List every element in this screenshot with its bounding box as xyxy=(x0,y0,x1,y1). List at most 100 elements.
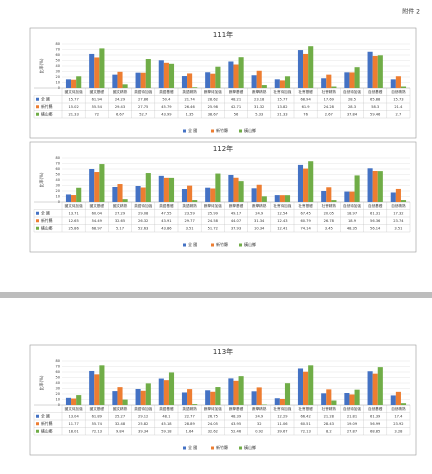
bar xyxy=(297,50,304,88)
table-cell: 65.88 xyxy=(370,97,381,101)
table-cell: 13.04 xyxy=(68,414,79,418)
table-cell: 52.46 xyxy=(231,429,242,433)
table-row-label: 新竹縣 xyxy=(41,104,53,109)
table-cell: 26.32 xyxy=(138,219,148,223)
bar xyxy=(238,376,244,405)
legend-swatch xyxy=(211,243,214,247)
x-tick-label: 自然精熟 xyxy=(391,406,406,411)
y-tick-label: 50 xyxy=(56,173,60,177)
bar xyxy=(256,184,262,202)
table-cell: 61.89 xyxy=(92,414,103,418)
table-cell: 15.77 xyxy=(277,97,287,101)
table-cell: 27.29 xyxy=(115,211,126,215)
bar xyxy=(344,191,350,202)
y-tick-label: 20 xyxy=(56,189,60,193)
table-swatch xyxy=(36,211,39,215)
table-cell: 21.74 xyxy=(184,97,195,101)
table-cell: 18.9 xyxy=(348,219,357,223)
table-cell: 60.51 xyxy=(300,422,310,426)
table-cell: 56 xyxy=(234,112,239,116)
table-cell: 29.43 xyxy=(115,105,125,109)
table-cell: 48.1 xyxy=(162,414,170,418)
legend-label: 全 國 xyxy=(188,127,197,133)
bar xyxy=(326,187,332,202)
x-tick-label: 英語基礎 xyxy=(159,203,174,208)
bar xyxy=(274,79,280,88)
table-cell: 29.08 xyxy=(138,211,149,215)
bar xyxy=(187,185,193,202)
bar xyxy=(89,370,95,405)
bar xyxy=(89,53,95,88)
bar xyxy=(163,177,169,202)
table-cell: 12.41 xyxy=(277,226,287,230)
table-cell: 25.86 xyxy=(68,226,79,230)
table-cell: 21.33 xyxy=(68,112,78,116)
table-cell: 25.82 xyxy=(138,422,148,426)
x-tick-label: 數學精熟 xyxy=(252,89,267,94)
table-cell: 17.32 xyxy=(393,211,403,215)
x-tick-label: 英語精熟 xyxy=(182,203,197,208)
bar xyxy=(274,398,280,405)
x-tick-label: 社會精熟 xyxy=(322,203,337,208)
table-cell: 72.13 xyxy=(92,429,102,433)
bar xyxy=(344,72,350,88)
bar xyxy=(284,383,291,405)
table-row-label: 橫山鄉 xyxy=(41,428,53,433)
bar xyxy=(279,80,285,88)
bar xyxy=(158,175,164,202)
bar xyxy=(367,371,373,405)
table-cell: 15.77 xyxy=(68,97,78,101)
bar xyxy=(76,76,82,88)
y-tick-label: 60 xyxy=(56,370,60,374)
table-cell: 55.54 xyxy=(92,105,103,109)
legend-swatch xyxy=(239,446,242,450)
x-tick-label: 國文基礎 xyxy=(90,203,105,208)
table-cell: 32 xyxy=(257,422,262,426)
table-cell: 43.99 xyxy=(161,112,172,116)
x-tick-label: 數學精熟 xyxy=(252,406,267,411)
table-cell: 52.63 xyxy=(138,226,148,230)
x-tick-label: 自然待加強 xyxy=(343,203,361,208)
legend-label: 新竹縣 xyxy=(216,444,228,450)
table-row-label: 全 國 xyxy=(41,210,50,215)
x-tick-label: 社會基礎 xyxy=(298,406,313,411)
table-cell: 15.73 xyxy=(393,97,403,101)
x-tick-label: 社會待加強 xyxy=(273,89,291,94)
bar xyxy=(354,389,360,405)
bar xyxy=(308,365,314,405)
table-cell: 28.62 xyxy=(208,97,218,101)
table-cell: 23.74 xyxy=(393,219,404,223)
table-cell: 3.51 xyxy=(186,226,194,230)
x-tick-label: 英語精熟 xyxy=(182,406,197,411)
y-tick-label: 80 xyxy=(56,156,60,160)
bar xyxy=(112,186,118,202)
bar xyxy=(192,87,198,88)
bar xyxy=(122,399,128,405)
y-tick-label: 10 xyxy=(56,398,60,402)
y-tick-label: 60 xyxy=(56,167,60,171)
bar xyxy=(135,388,141,405)
y-axis-label: 比率(%) xyxy=(38,172,44,187)
table-cell: 22.77 xyxy=(184,414,194,418)
legend-swatch xyxy=(183,446,186,450)
table-cell: 61.94 xyxy=(92,97,103,101)
legend-label: 橫山鄉 xyxy=(244,127,256,133)
table-cell: 45.18 xyxy=(161,422,172,426)
bar xyxy=(187,73,193,88)
bar xyxy=(372,55,378,88)
bar xyxy=(354,175,360,202)
bar xyxy=(140,187,146,202)
legend-swatch xyxy=(211,129,214,133)
table-cell: 24.29 xyxy=(115,97,126,101)
legend-swatch xyxy=(211,446,214,450)
y-tick-label: 70 xyxy=(56,48,60,52)
bar xyxy=(117,71,123,88)
table-cell: 17.4 xyxy=(394,414,403,418)
bar xyxy=(367,168,373,202)
table-cell: 11.06 xyxy=(277,422,288,426)
table-row-label: 全 國 xyxy=(41,413,50,418)
bar xyxy=(279,398,285,405)
table-cell: 21.4 xyxy=(394,105,403,109)
bar xyxy=(135,72,141,88)
